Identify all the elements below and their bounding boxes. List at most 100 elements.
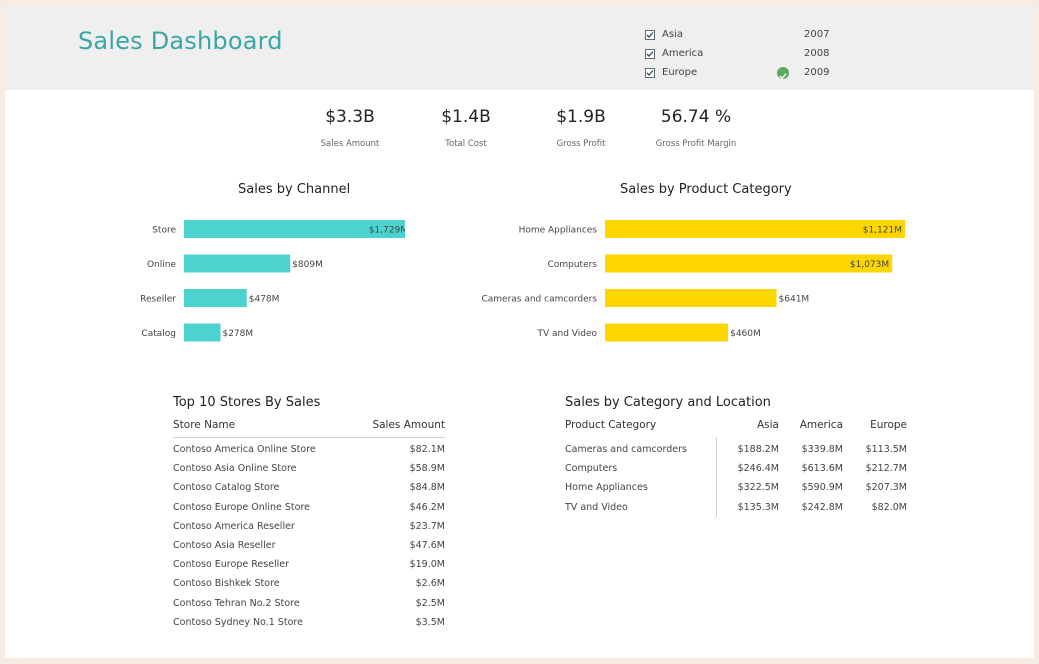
column-header[interactable]: Store Name	[173, 419, 236, 431]
bar-value-label: $1,121M	[863, 226, 902, 236]
matrix-cell: $212.7M	[865, 463, 907, 475]
table-title-top-stores: Top 10 Stores By Sales	[173, 395, 321, 410]
matrix-row-label: Cameras and camcorders	[565, 444, 687, 455]
year-option-2009[interactable]: 2009	[804, 67, 830, 78]
kpi-gross-profit-margin: 56.74 % Gross Profit Margin	[636, 107, 756, 149]
table-row-store-name: Contoso Catalog Store	[173, 482, 280, 494]
bar-category-label: Catalog	[141, 329, 176, 339]
kpi-label: Total Cost	[445, 139, 487, 149]
column-header[interactable]: Sales Amount	[372, 419, 445, 431]
checkbox-checked-icon[interactable]	[645, 49, 655, 59]
table-title-category-location: Sales by Category and Location	[565, 395, 771, 410]
sales-by-channel-chart: Store $1,729M Online $809M Reseller $478M Cata…	[140, 220, 405, 342]
table-row-store-name: Contoso America Reseller	[173, 520, 295, 532]
column-header[interactable]: Asia	[756, 419, 779, 431]
kpi-value: 56.74 %	[660, 107, 732, 127]
bar-category-label: Store	[152, 226, 176, 236]
matrix-row-label: Computers	[565, 463, 618, 475]
table-row-sales-amount: $46.2M	[409, 501, 445, 513]
bar-reseller[interactable]	[184, 289, 247, 307]
table-row-sales-amount: $58.9M	[409, 463, 445, 475]
top-stores-table: Store Name Sales Amount Contoso America …	[173, 419, 445, 634]
region-label: Asia	[662, 29, 683, 40]
matrix-cell: $135.3M	[737, 501, 779, 513]
table-row-store-name: Contoso Asia Reseller	[173, 540, 276, 551]
matrix-cell: $207.3M	[865, 482, 907, 494]
column-header[interactable]: America	[799, 419, 843, 431]
table-row-sales-amount: $82.1M	[409, 444, 445, 455]
region-label: Europe	[662, 67, 698, 78]
matrix-row-label: TV and Video	[565, 501, 628, 513]
table-row-sales-amount: $3.5M	[415, 616, 445, 628]
bar-category-label: Computers	[548, 260, 598, 270]
matrix-cell: $82.0M	[871, 501, 907, 513]
bar-category-label: TV and Video	[536, 329, 597, 339]
matrix-cell: $242.8M	[801, 501, 843, 513]
table-row-store-name: Contoso Tehran No.2 Store	[173, 597, 300, 609]
bar-value-label: $278M	[222, 329, 253, 339]
kpi-value: $1.9B	[556, 107, 606, 127]
kpi-value: $3.3B	[325, 107, 375, 127]
matrix-cell: $590.9M	[801, 482, 843, 494]
bar-online[interactable]	[184, 254, 291, 273]
table-row-store-name: Contoso Asia Online Store	[173, 463, 297, 475]
bar-value-label: $1,073M	[850, 260, 889, 270]
table-row-store-name: Contoso Sydney No.1 Store	[173, 616, 303, 628]
year-option-2007[interactable]: 2007	[804, 29, 830, 40]
bar-catalog[interactable]	[184, 323, 221, 342]
bar-value-label: $809M	[292, 260, 323, 270]
kpi-sales-amount: $3.3B Sales Amount	[290, 107, 410, 149]
row-header-divider	[716, 437, 717, 517]
table-row-sales-amount: $23.7M	[409, 520, 445, 532]
header-divider	[173, 437, 445, 438]
table-row-sales-amount: $19.0M	[409, 559, 445, 571]
bar-value-label: $460M	[730, 329, 761, 339]
table-row-store-name: Contoso America Online Store	[173, 444, 316, 455]
table-row-store-name: Contoso Bishkek Store	[173, 578, 280, 590]
checkbox-checked-icon[interactable]	[645, 30, 655, 40]
table-header: Store Name	[173, 419, 235, 431]
kpi-label: Sales Amount	[320, 139, 380, 149]
checkbox-checked-icon[interactable]	[645, 68, 655, 78]
table-row-store-name: Contoso Europe Reseller	[173, 559, 290, 571]
table-row-sales-amount: $47.6M	[409, 540, 445, 551]
matrix-cell: $322.5M	[737, 482, 779, 494]
bar-tv-and-video[interactable]	[605, 323, 729, 342]
chart-title-sales-by-product-category: Sales by Product Category	[620, 182, 792, 197]
table-row-sales-amount: $84.8M	[409, 482, 445, 494]
matrix-cell: $246.4M	[737, 463, 779, 475]
matrix-cell: $113.5M	[865, 444, 907, 455]
bar-store[interactable]	[184, 220, 405, 238]
bar-category-label: Cameras and camcorders	[481, 295, 597, 305]
check-circle-icon	[777, 67, 789, 80]
header-bar: Sales Dashboard Asia America Europe 2007…	[5, 5, 1034, 90]
matrix-cell: $613.6M	[801, 463, 843, 475]
kpi-label: Gross Profit Margin	[655, 139, 737, 149]
sales-by-product-category-chart: Home Appliances $1,121M Computers $1,073M Ca…	[481, 220, 905, 342]
region-label: America	[662, 48, 704, 59]
table-row-sales-amount: $2.5M	[415, 597, 445, 609]
chart-title-sales-by-channel: Sales by Channel	[238, 182, 351, 197]
bar-value-label: $478M	[249, 295, 280, 305]
matrix-cell: $188.2M	[737, 444, 779, 455]
matrix-row-label: Home Appliances	[565, 482, 648, 494]
matrix-cell: $339.8M	[801, 444, 843, 455]
column-header[interactable]: Product Category	[565, 419, 657, 431]
kpi-label: Gross Profit	[556, 139, 606, 149]
bar-cameras-and-camcorders[interactable]	[605, 289, 777, 307]
table-row-store-name: Contoso Europe Online Store	[173, 501, 310, 513]
category-location-matrix: Product Category Asia America Europe Cam…	[565, 419, 907, 519]
table-row-sales-amount: $2.6M	[415, 578, 445, 590]
kpi-total-cost: $1.4B Total Cost	[406, 107, 526, 149]
bar-category-label: Online	[147, 260, 176, 270]
dashboard-canvas: Sales Dashboard Asia America Europe 2007…	[5, 5, 1034, 658]
bar-computers[interactable]	[605, 254, 893, 273]
bar-home-appliances[interactable]	[605, 220, 905, 238]
kpi-gross-profit: $1.9B Gross Profit	[521, 107, 641, 149]
column-header[interactable]: Europe	[870, 419, 907, 431]
kpi-value: $1.4B	[441, 107, 491, 127]
bar-category-label: Home Appliances	[519, 226, 598, 236]
year-option-2008[interactable]: 2008	[804, 48, 830, 59]
page-title: Sales Dashboard	[78, 27, 283, 55]
bar-value-label: $641M	[779, 295, 810, 305]
